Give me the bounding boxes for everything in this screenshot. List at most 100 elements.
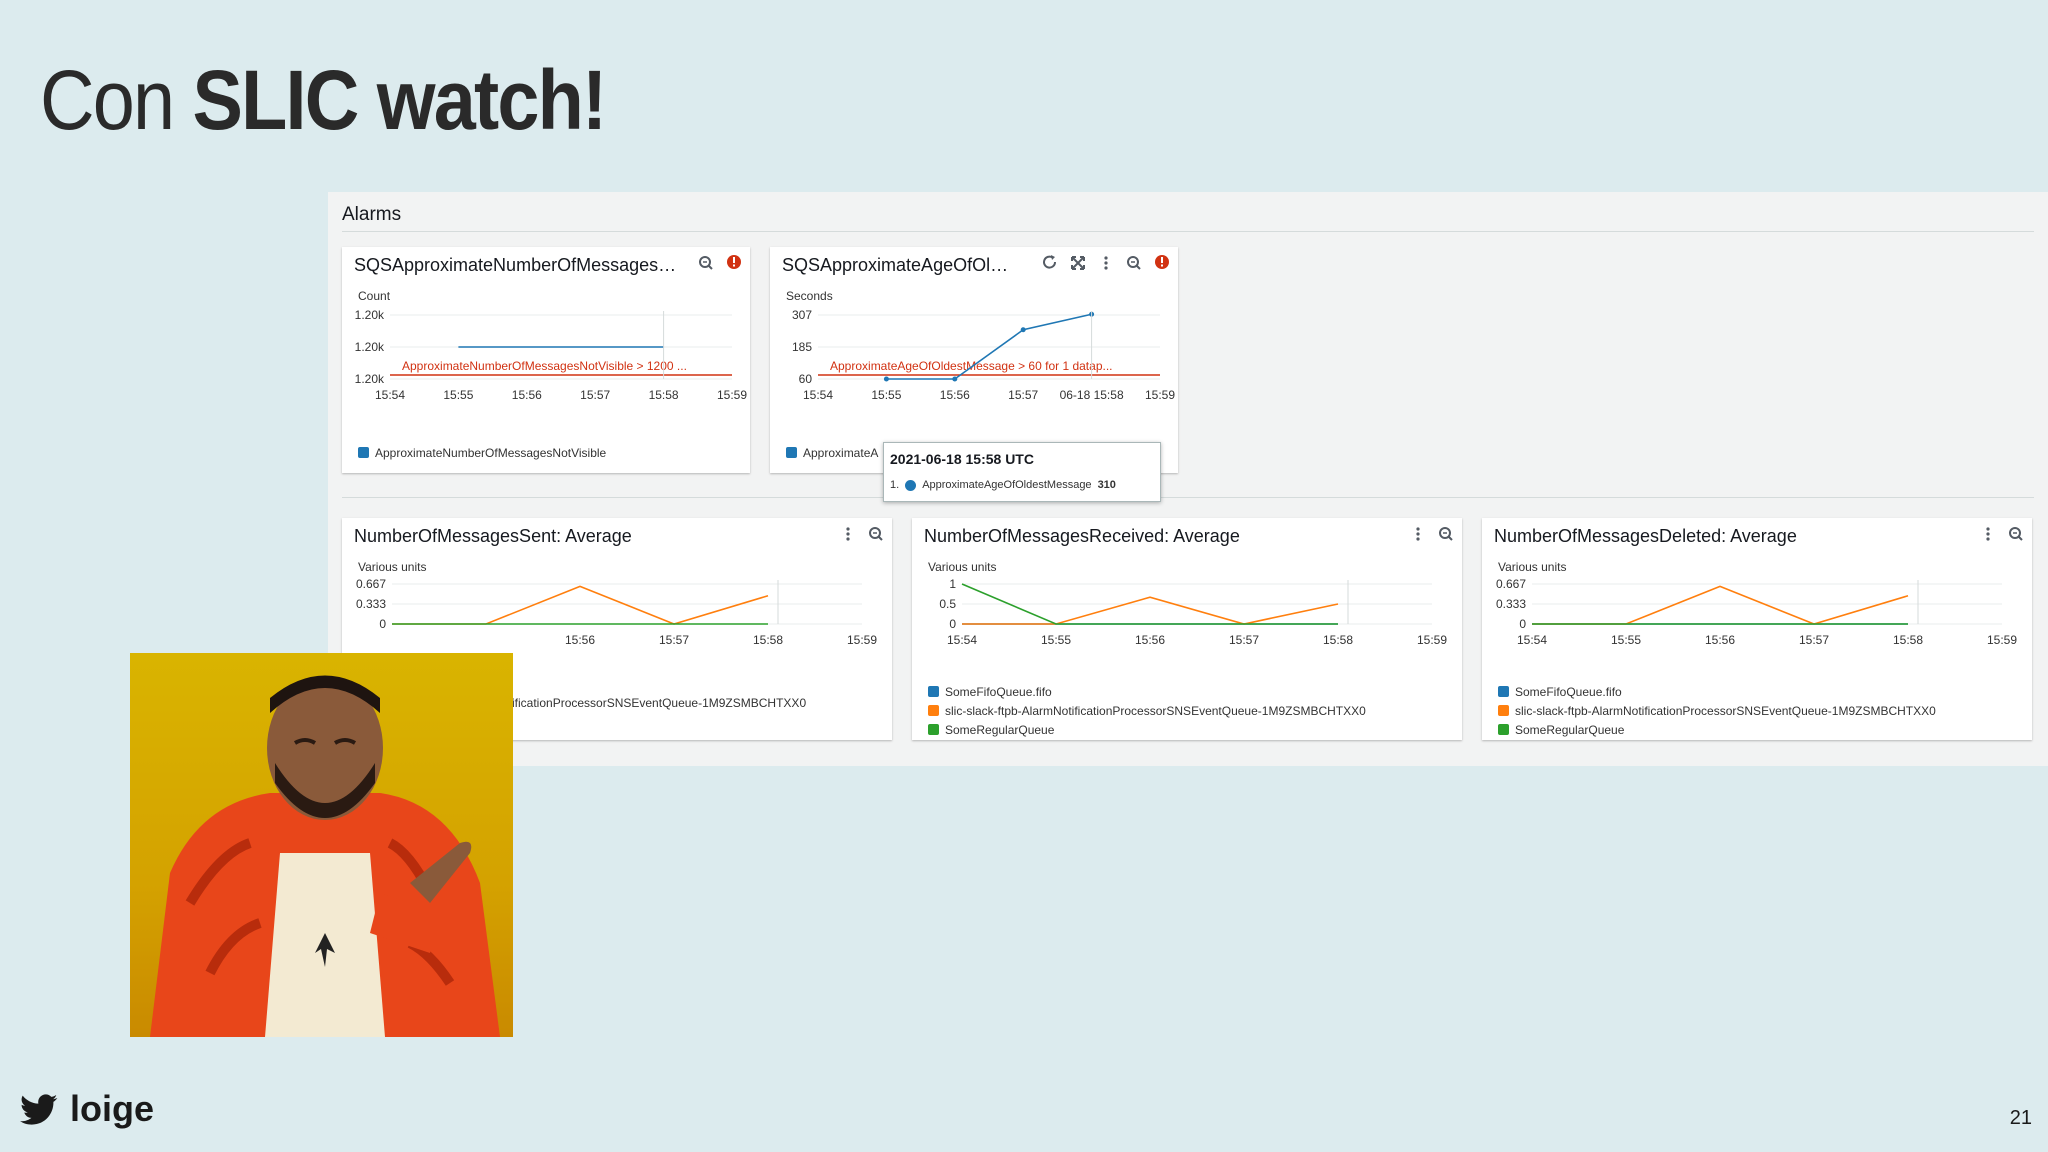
legend: ApproximateNumberOfMessagesNotVisible	[358, 443, 606, 462]
zoom-icon[interactable]	[1438, 524, 1454, 544]
threshold-label: ApproximateAgeOfOldestMessage > 60 for 1…	[830, 359, 1113, 373]
more-options-icon[interactable]	[1980, 524, 1996, 544]
legend-swatch	[358, 447, 369, 458]
x-tick-label: 15:56	[512, 388, 542, 402]
legend-swatch	[1498, 705, 1509, 716]
legend-item[interactable]: SomeFifoQueue.fifo	[1498, 682, 1936, 701]
unit-label: Various units	[1498, 560, 1567, 574]
legend-item[interactable]: SomeRegularQueue	[1498, 720, 1936, 739]
chart-area: 0.667 0.333 0 15:54 15:55 15:56 15:57 15:58 15:5…	[1496, 577, 2017, 647]
x-tick-label: 15:59	[847, 633, 877, 647]
x-tick-label: 06-18 15:58	[1060, 388, 1124, 402]
legend-swatch	[928, 724, 939, 735]
unit-label: Count	[358, 289, 391, 303]
chart-area: 307 185 60 15:54 15:55 15:56 15:57 06-18 15:58 1…	[792, 308, 1175, 402]
legend-item[interactable]: ApproximateA	[786, 443, 878, 462]
widget-messages-deleted: NumberOfMessagesDeleted: Average Various…	[1482, 518, 2032, 740]
legend-item[interactable]: slic-slack-ftpb-AlarmNotificationProcess…	[928, 701, 1366, 720]
y-tick-label: 1	[949, 577, 956, 591]
page-number: 21	[2009, 1107, 2032, 1129]
cloudwatch-dashboard: Alarms SQSApproximateNumberOfMessages… C…	[328, 192, 2048, 766]
tooltip-series: ApproximateAgeOfOldestMessage	[922, 479, 1092, 491]
widget-title: NumberOfMessagesReceived: Average	[924, 526, 1240, 546]
series-line	[962, 596, 1339, 625]
series-line	[961, 583, 1338, 625]
slide-title: Con SLIC watch!	[40, 52, 607, 149]
section-divider	[342, 231, 2034, 232]
zoom-icon[interactable]	[1126, 253, 1142, 273]
x-tick-label: 15:55	[1611, 633, 1641, 647]
meme-photo	[130, 653, 513, 1037]
widget-messages-sent: NumberOfMessagesSent: Average Various un…	[342, 518, 892, 740]
y-tick-label: 60	[799, 372, 813, 386]
widget-age-oldest-message: SQSApproximateAgeOfOl… Seconds 307 185 60 1…	[770, 247, 1178, 473]
y-tick-label: 0.667	[356, 577, 386, 591]
tooltip-value: 310	[1097, 479, 1116, 491]
title-bold: SLIC watch!	[192, 53, 607, 147]
x-tick-label: 15:54	[375, 388, 405, 402]
legend-label: SomeFifoQueue.fifo	[1515, 684, 1622, 699]
more-options-icon[interactable]	[1410, 524, 1426, 544]
legend: ificationProcessorSNSEventQueue-1M9ZSMBC…	[512, 693, 806, 712]
chart-area: 1.20k 1.20k 1.20k 15:54 15:55 15:56 15:57 15:58…	[355, 308, 748, 402]
widget-title: SQSApproximateAgeOfOl…	[782, 255, 1009, 275]
widget-messages-received: NumberOfMessagesReceived: Average Variou…	[912, 518, 1462, 740]
legend-swatch	[928, 705, 939, 716]
legend-swatch	[1498, 724, 1509, 735]
zoom-icon[interactable]	[868, 524, 884, 544]
data-point	[952, 376, 958, 382]
row-divider	[342, 497, 2034, 498]
refresh-icon[interactable]	[1042, 253, 1058, 273]
legend-swatch	[1498, 686, 1509, 697]
legend-swatch	[786, 447, 797, 458]
widget-title: SQSApproximateNumberOfMessages…	[354, 255, 674, 275]
chart-area: 1 0.5 0 15:54 15:55 15:56 15:57 15:58 15:59	[939, 577, 1447, 647]
handle-text: loige	[70, 1088, 155, 1129]
legend: SomeFifoQueue.fifo slic-slack-ftpb-Alarm…	[1498, 682, 1936, 739]
data-point	[1020, 327, 1026, 333]
x-tick-label: 15:54	[803, 388, 833, 402]
more-options-icon[interactable]	[840, 524, 856, 544]
expand-icon[interactable]	[1070, 253, 1086, 273]
legend-item[interactable]: ApproximateNumberOfMessagesNotVisible	[358, 443, 606, 462]
legend-item[interactable]: slic-slack-ftpb-AlarmNotificationProcess…	[1498, 701, 1936, 720]
zoom-icon[interactable]	[2008, 524, 2024, 544]
legend-label: SomeRegularQueue	[945, 722, 1055, 737]
x-tick-label: 15:55	[871, 388, 901, 402]
unit-label: Various units	[358, 560, 427, 574]
twitter-handle[interactable]: loige	[20, 1088, 154, 1130]
x-tick-label: 15:57	[1799, 633, 1829, 647]
legend-label: slic-slack-ftpb-AlarmNotificationProcess…	[1515, 703, 1936, 718]
legend-label: ApproximateNumberOfMessagesNotVisible	[375, 445, 607, 460]
y-tick-label: 1.20k	[355, 340, 385, 354]
legend-item[interactable]: SomeRegularQueue	[928, 720, 1366, 739]
widget-messages-not-visible: SQSApproximateNumberOfMessages… Count 1.…	[342, 247, 750, 473]
legend-label: SomeRegularQueue	[1515, 722, 1625, 737]
legend-item[interactable]: SomeFifoQueue.fifo	[928, 682, 1366, 701]
x-tick-label: 15:59	[1417, 633, 1447, 647]
series-line	[392, 585, 769, 625]
legend-item[interactable]: ificationProcessorSNSEventQueue-1M9ZSMBC…	[512, 693, 806, 712]
x-tick-label: 15:56	[940, 388, 970, 402]
x-tick-label: 15:58	[753, 633, 783, 647]
x-tick-label: 15:57	[1229, 633, 1259, 647]
x-tick-label: 15:57	[1008, 388, 1038, 402]
zoom-icon[interactable]	[698, 253, 714, 273]
x-tick-label: 15:54	[947, 633, 977, 647]
y-tick-label: 1.20k	[355, 308, 385, 322]
y-tick-label: 185	[792, 340, 812, 354]
x-tick-label: 15:58	[649, 388, 679, 402]
more-options-icon[interactable]	[1098, 253, 1114, 273]
y-tick-label: 0	[379, 617, 386, 631]
x-tick-label: 15:55	[443, 388, 473, 402]
legend-swatch	[928, 686, 939, 697]
chart-tooltip: 2021-06-18 15:58 UTC 1. ApproximateAgeOf…	[883, 442, 1161, 502]
x-tick-label: 15:57	[580, 388, 610, 402]
x-tick-label: 15:57	[659, 633, 689, 647]
y-tick-label: 0	[1519, 617, 1526, 631]
legend: SomeFifoQueue.fifo slic-slack-ftpb-Alarm…	[928, 682, 1366, 739]
tooltip-index: 1.	[890, 479, 900, 491]
x-tick-label: 15:56	[565, 633, 595, 647]
y-tick-label: 0.667	[1496, 577, 1526, 591]
x-tick-label: 15:58	[1893, 633, 1923, 647]
